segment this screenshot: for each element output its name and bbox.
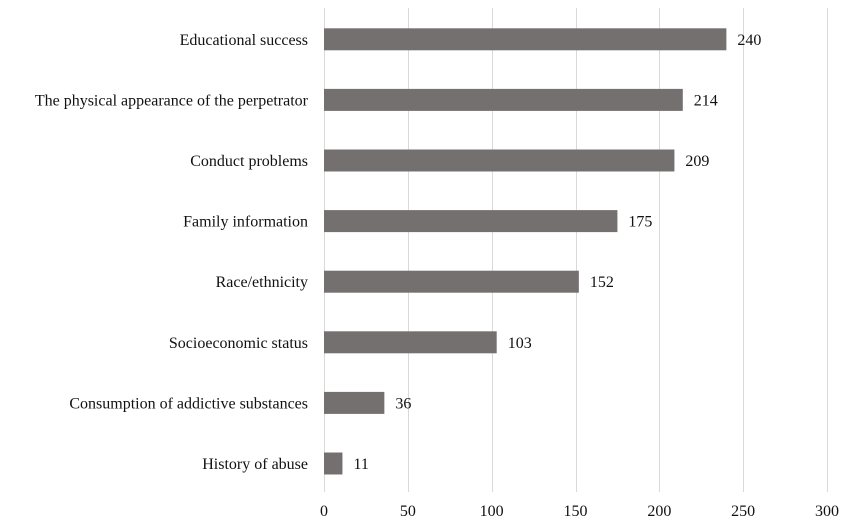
category-label: Socioeconomic status	[169, 335, 308, 352]
bar	[324, 391, 385, 414]
category-label: The physical appearance of the perpetrat…	[35, 92, 309, 109]
bar	[324, 149, 675, 172]
bar	[324, 452, 343, 475]
data-label: 11	[353, 456, 368, 473]
bar	[324, 210, 618, 233]
bar	[324, 270, 579, 293]
bar	[324, 331, 497, 354]
grid	[324, 8, 828, 492]
bar	[324, 28, 727, 51]
bar	[324, 88, 683, 111]
data-label: 36	[395, 395, 411, 412]
bars	[324, 28, 727, 475]
labels: 0 50 100 150 200 250 300 Educational success 240…	[35, 32, 839, 520]
x-tick-label: 200	[647, 503, 671, 519]
x-tick-label: 50	[400, 503, 416, 519]
x-tick-label: 100	[480, 503, 504, 519]
data-label: 152	[590, 274, 614, 291]
x-tick-label: 300	[815, 503, 839, 519]
data-label: 240	[737, 32, 761, 49]
x-tick-label: 150	[564, 503, 588, 519]
x-tick-label: 250	[731, 503, 755, 519]
category-label: Race/ethnicity	[216, 274, 308, 291]
data-label: 175	[628, 214, 652, 231]
category-label: Educational success	[180, 32, 308, 49]
data-label: 209	[685, 153, 709, 170]
category-label: Family information	[183, 214, 308, 231]
category-label: Consumption of addictive substances	[69, 395, 308, 412]
category-label: Conduct problems	[190, 153, 308, 170]
data-label: 214	[694, 92, 718, 109]
data-label: 103	[508, 335, 532, 352]
x-tick-label: 0	[320, 503, 328, 519]
category-label: History of abuse	[202, 456, 308, 473]
